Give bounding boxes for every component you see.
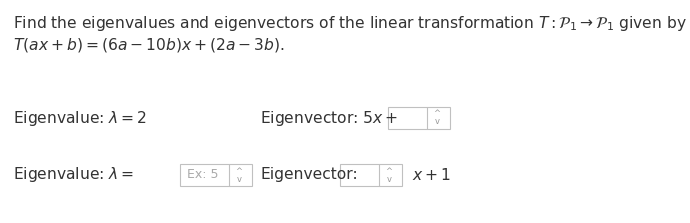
Text: Eigenvalue: $\lambda = 2$: Eigenvalue: $\lambda = 2$ xyxy=(13,109,147,128)
Text: ^: ^ xyxy=(386,167,393,176)
Text: ^: ^ xyxy=(433,109,440,118)
Text: v: v xyxy=(435,118,440,126)
Text: v: v xyxy=(386,175,391,184)
Text: Ex: 5: Ex: 5 xyxy=(187,169,219,182)
FancyBboxPatch shape xyxy=(340,164,402,186)
FancyBboxPatch shape xyxy=(388,107,450,129)
Text: $x + 1$: $x + 1$ xyxy=(412,167,451,183)
Text: $T(ax + b) = (6a - 10b)x + (2a - 3b).$: $T(ax + b) = (6a - 10b)x + (2a - 3b).$ xyxy=(13,36,285,54)
Text: Find the eigenvalues and eigenvectors of the linear transformation $T : \mathcal: Find the eigenvalues and eigenvectors of… xyxy=(13,14,687,33)
Text: Eigenvector:: Eigenvector: xyxy=(260,167,357,182)
Text: Eigenvector: $5x+$: Eigenvector: $5x+$ xyxy=(260,109,398,128)
Text: Eigenvalue: $\lambda =$: Eigenvalue: $\lambda =$ xyxy=(13,165,135,184)
Text: v: v xyxy=(237,175,241,184)
FancyBboxPatch shape xyxy=(180,164,252,186)
Text: ^: ^ xyxy=(235,167,242,176)
